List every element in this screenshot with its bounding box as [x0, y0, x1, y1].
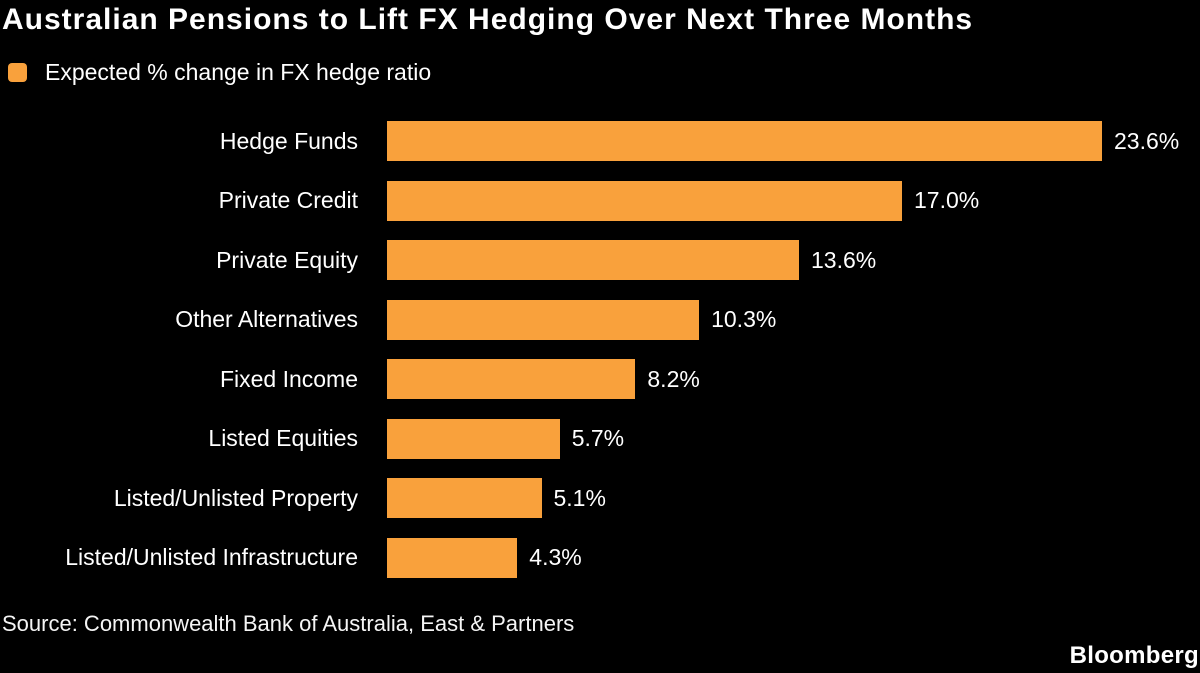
category-label: Hedge Funds [219, 127, 358, 154]
value-label: 10.3% [711, 306, 777, 332]
bar-row: Private Equity 13.6% [0, 240, 1200, 280]
bar [387, 180, 902, 221]
bar-row: Listed/Unlisted Infrastructure 4.3% [0, 537, 1200, 578]
bar-row: Listed/Unlisted Property 5.1% [0, 478, 1200, 518]
legend-label: Expected % change in FX hedge ratio [45, 59, 432, 85]
category-label: Fixed Income [219, 365, 358, 392]
bar-row: Private Credit 17.0% [0, 180, 1200, 221]
category-label: Other Alternatives [175, 306, 358, 332]
source-note: Source: Commonwealth Bank of Australia, … [2, 611, 575, 636]
bar [387, 299, 700, 340]
bar-row: Other Alternatives 10.3% [0, 299, 1200, 340]
bar [387, 359, 636, 399]
bar [387, 121, 1102, 161]
value-label: 5.1% [553, 484, 606, 511]
bar-row: Listed Equities 5.7% [0, 418, 1200, 459]
category-label: Listed/Unlisted Infrastructure [65, 544, 358, 570]
value-label: 5.7% [571, 425, 625, 451]
bloomberg-logo: Bloomberg [1069, 642, 1199, 669]
chart-title: Australian Pensions to Lift FX Hedging O… [2, 3, 974, 36]
bar-row: Fixed Income 8.2% [0, 359, 1200, 399]
bar [387, 537, 518, 578]
category-label: Private Equity [216, 246, 358, 273]
bar-chart: Hedge Funds 23.6% Private Credit 17.0% Priva… [0, 121, 1200, 597]
bar [387, 418, 560, 459]
category-label: Listed/Unlisted Property [113, 484, 358, 511]
bar-row: Hedge Funds 23.6% [0, 121, 1200, 161]
value-label: 17.0% [914, 187, 980, 213]
category-label: Private Credit [218, 187, 358, 213]
value-label: 23.6% [1114, 127, 1180, 154]
bar [387, 478, 542, 518]
value-label: 8.2% [647, 365, 700, 392]
legend: Expected % change in FX hedge ratio [8, 61, 431, 84]
legend-swatch-icon [8, 63, 27, 82]
category-label: Listed Equities [208, 425, 358, 451]
value-label: 13.6% [811, 246, 877, 273]
value-label: 4.3% [529, 544, 582, 570]
bar [387, 240, 799, 280]
